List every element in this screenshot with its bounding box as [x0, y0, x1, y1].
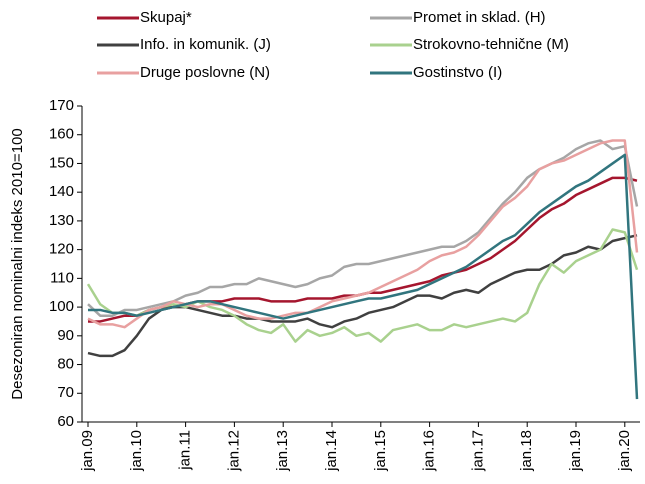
x-tick-label: jan.16 — [421, 430, 438, 472]
x-tick-label: jan.13 — [274, 430, 291, 472]
legend-label: Skupaj* — [140, 9, 192, 26]
legend-label: Promet in sklad. (H) — [413, 9, 546, 26]
y-tick-label: 60 — [57, 413, 74, 430]
x-tick-label: jan.20 — [616, 430, 633, 472]
x-tick-label: jan.19 — [567, 430, 584, 472]
series-line — [86, 228, 639, 343]
y-tick-label: 110 — [50, 269, 74, 286]
legend-label: Strokovno-tehnične (M) — [413, 36, 569, 53]
legend-label: Gostinstvo (I) — [413, 64, 502, 81]
x-tick-label: jan.09 — [79, 430, 96, 472]
x-tick-label: jan.12 — [225, 430, 242, 472]
x-tick-label: jan.11 — [177, 430, 194, 471]
y-tick-label: 70 — [57, 384, 74, 401]
x-tick-label: jan.15 — [372, 430, 389, 472]
x-tick-label: jan.10 — [128, 430, 145, 472]
series-line — [87, 234, 638, 358]
legend-label: Druge poslovne (N) — [140, 64, 270, 81]
y-tick-label: 120 — [49, 241, 74, 258]
y-tick-label: 130 — [49, 212, 74, 229]
y-tick-label: 80 — [57, 356, 74, 373]
x-tick-label: jan.18 — [518, 430, 535, 472]
x-tick-label: jan.14 — [323, 430, 340, 472]
y-tick-label: 160 — [49, 126, 74, 143]
y-tick-label: 90 — [57, 327, 74, 344]
y-tick-label: 140 — [49, 183, 74, 200]
y-tick-label: 170 — [49, 97, 74, 114]
series-line — [87, 139, 639, 317]
legend-label: Info. in komunik. (J) — [140, 36, 271, 53]
y-tick-label: 100 — [49, 298, 74, 315]
x-tick-label: jan.17 — [469, 430, 486, 472]
series-line — [87, 139, 639, 329]
series-line — [88, 153, 639, 400]
y-tick-label: 150 — [49, 154, 74, 171]
y-axis-label: Desezoniran nominalni indeks 2010=100 — [9, 128, 26, 399]
